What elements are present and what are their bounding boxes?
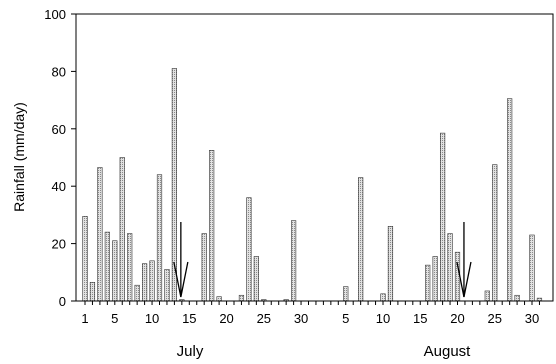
x-tick-label: 30 xyxy=(294,311,308,326)
bar-aug-18 xyxy=(439,132,446,302)
x-tick-label: 20 xyxy=(450,311,464,326)
bar-jul-24 xyxy=(253,256,259,302)
bar-aug-19 xyxy=(447,233,453,302)
x-tick-label: 10 xyxy=(145,311,159,326)
bar-jul-29 xyxy=(290,220,297,302)
y-tick-label: 100 xyxy=(44,7,66,22)
bar-jul-12 xyxy=(164,269,170,302)
bar-jul-10 xyxy=(149,260,155,302)
plot-frame xyxy=(75,13,554,302)
x-tick-label: 15 xyxy=(413,311,427,326)
bar-aug-11 xyxy=(387,226,394,302)
y-tick-label: 0 xyxy=(59,294,66,309)
bar-aug-24 xyxy=(484,290,490,302)
arrow-annotation xyxy=(456,222,472,298)
month-label-july: July xyxy=(177,343,204,360)
y-tick-label: 40 xyxy=(52,179,66,194)
bar-aug-27 xyxy=(507,98,513,302)
bar-aug-7 xyxy=(358,177,364,302)
y-axis: 0 20 40 60 80 100 xyxy=(44,7,76,309)
bar-jul-8 xyxy=(134,284,140,302)
x-tick-label: 10 xyxy=(376,311,390,326)
x-tick-label: 20 xyxy=(219,311,233,326)
bar-jul-9 xyxy=(142,263,148,302)
x-axis: 1 5 10 15 20 25 30 5 10 15 20 25 30 xyxy=(81,301,540,326)
bar-jul-5 xyxy=(112,240,118,302)
x-tick-label: 25 xyxy=(257,311,271,326)
bar-aug-28 xyxy=(514,294,520,302)
bar-jul-19 xyxy=(216,296,222,302)
bar-jul-4 xyxy=(104,231,110,302)
bar-jul-17 xyxy=(201,233,207,302)
x-tick-label: 30 xyxy=(525,311,539,326)
bar-jul-7 xyxy=(127,233,133,302)
annotations xyxy=(173,222,472,298)
x-tick-label: 1 xyxy=(81,311,88,326)
x-tick-label: 25 xyxy=(488,311,502,326)
bar-jul-22 xyxy=(238,294,245,302)
y-tick-label: 20 xyxy=(52,237,66,252)
bar-jul-3 xyxy=(97,167,103,302)
bar-jul-1 xyxy=(82,216,88,302)
bar-aug-16 xyxy=(425,264,431,302)
x-tick-label: 5 xyxy=(111,311,118,326)
x-tick-label: 15 xyxy=(182,311,196,326)
bar-aug-5 xyxy=(343,286,349,302)
bar-jul-23 xyxy=(246,197,252,302)
bar-jul-2 xyxy=(89,282,96,302)
bar-aug-17 xyxy=(432,256,438,302)
y-tick-label: 60 xyxy=(52,122,66,137)
bar-aug-30 xyxy=(529,234,535,302)
bar-jul-6 xyxy=(119,157,125,302)
month-label-august: August xyxy=(424,343,472,360)
bar-aug-25 xyxy=(492,164,498,302)
bar-aug-10 xyxy=(380,293,386,302)
y-tick-label: 80 xyxy=(52,64,66,79)
bar-jul-11 xyxy=(156,174,163,302)
arrow-annotation xyxy=(173,222,189,298)
bars xyxy=(82,68,543,302)
bar-aug-20 xyxy=(454,251,461,302)
bar-jul-18 xyxy=(209,150,215,302)
y-axis-title: Rainfall (mm/day) xyxy=(11,102,27,212)
x-tick-label: 5 xyxy=(342,311,349,326)
